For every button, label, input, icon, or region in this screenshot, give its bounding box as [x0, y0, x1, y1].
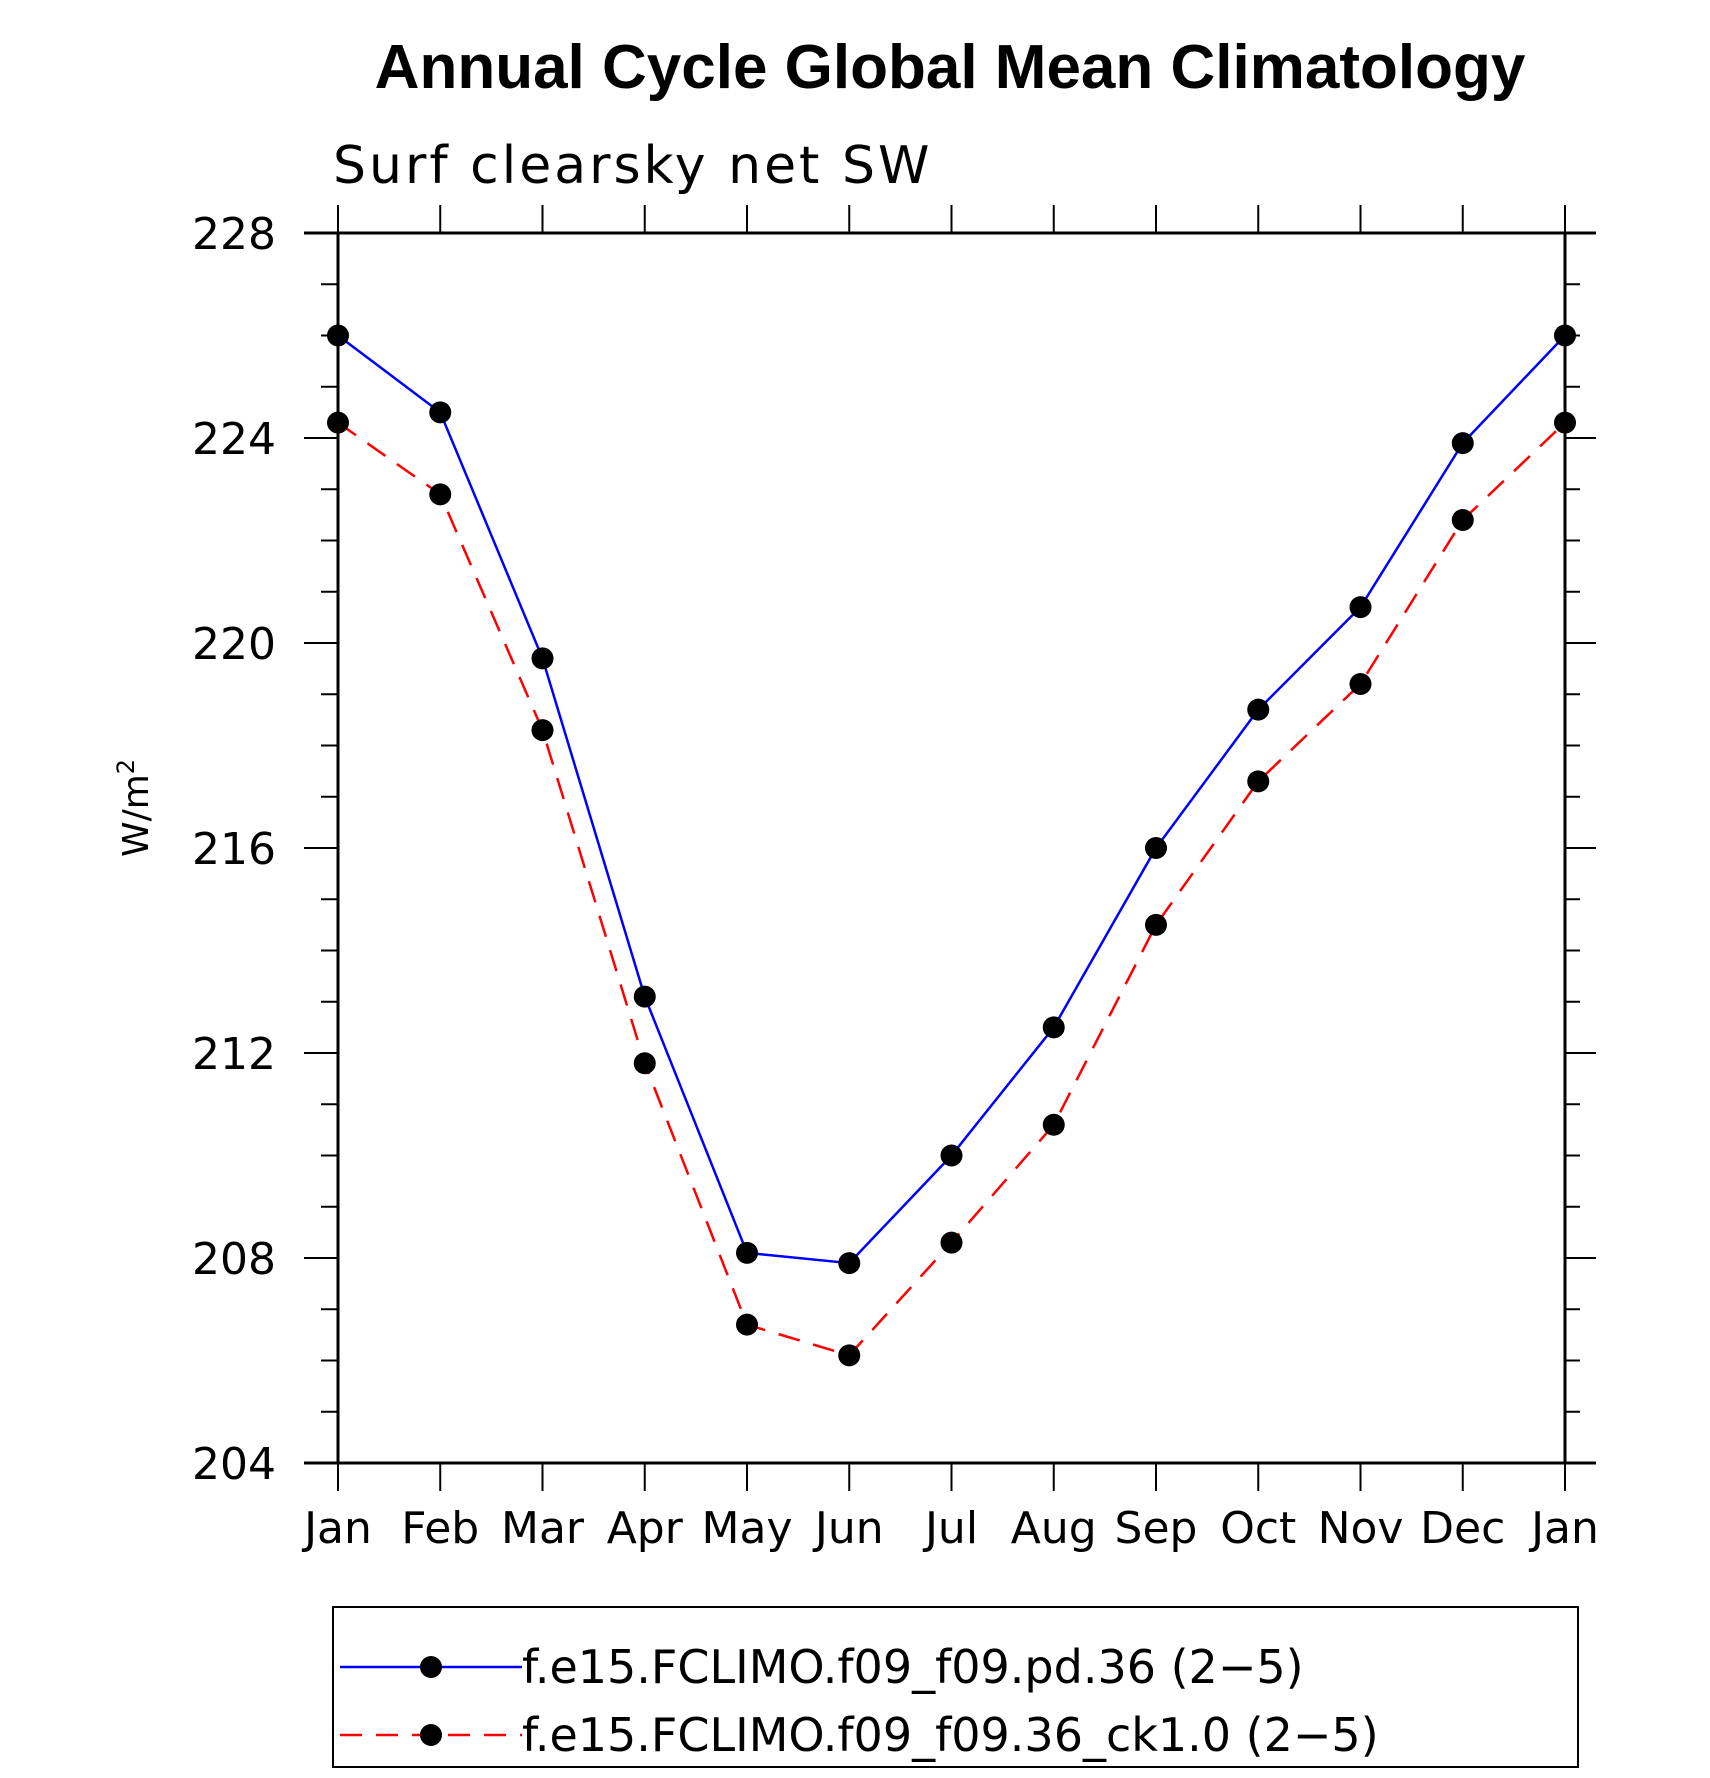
legend-item-2: f.e15.FCLIMO.f09_f09.36_ck1.0 (2−5) — [340, 1708, 1379, 1762]
data-point — [531, 719, 554, 742]
data-point — [327, 324, 349, 347]
x-tick-label: Mar — [501, 1503, 585, 1554]
data-point — [327, 411, 349, 434]
legend-marker — [420, 1656, 442, 1678]
y-axis-label-superscript: 2 — [112, 759, 140, 774]
data-point — [940, 1231, 963, 1254]
chart-title: Annual Cycle Global Mean Climatology — [375, 33, 1526, 102]
data-point — [1145, 913, 1167, 936]
y-tick-label: 204 — [192, 1439, 276, 1490]
y-axis-label-text: W/m — [116, 774, 157, 857]
y-tick-label: 224 — [192, 414, 276, 465]
data-point — [1554, 324, 1576, 347]
data-point — [633, 1052, 656, 1075]
legend-marker — [420, 1724, 442, 1746]
chart-subtitle: Surf clearsky net SW — [333, 136, 932, 196]
data-point — [1042, 1016, 1065, 1039]
axes: 204 208 212 216 220 224 228 Jan Feb Mar Apr May Jun J… — [192, 205, 1599, 1554]
data-point — [1145, 837, 1167, 859]
x-tick-label: Aug — [1011, 1503, 1097, 1554]
x-tick-label: Jul — [922, 1503, 978, 1554]
legend-item-1: f.e15.FCLIMO.f09_f09.pd.36 (2−5) — [340, 1640, 1304, 1694]
svg-text:W/m2: W/m2 — [112, 759, 157, 857]
data-point — [1042, 1113, 1065, 1136]
series-1 — [327, 324, 1576, 1275]
data-point — [633, 985, 656, 1008]
x-tick-label: Dec — [1420, 1503, 1505, 1554]
data-point — [1349, 673, 1372, 695]
x-tick-label: Sep — [1115, 1503, 1198, 1554]
legend-box — [332, 1606, 1579, 1768]
data-point — [736, 1241, 758, 1264]
x-tick-label: Apr — [607, 1503, 684, 1554]
series-layer — [327, 324, 1576, 1367]
legend-label: f.e15.FCLIMO.f09_f09.pd.36 (2−5) — [522, 1640, 1304, 1694]
y-axis-label: W/m2 — [112, 759, 157, 857]
data-point — [838, 1344, 861, 1367]
data-point — [1451, 509, 1474, 531]
data-point — [838, 1252, 861, 1275]
y-tick-label: 212 — [192, 1029, 276, 1080]
y-tick-label: 220 — [192, 619, 276, 670]
y-tick-label: 216 — [192, 824, 276, 875]
legend-label: f.e15.FCLIMO.f09_f09.36_ck1.0 (2−5) — [522, 1708, 1379, 1762]
x-tick-label: Nov — [1318, 1503, 1404, 1554]
data-point — [940, 1144, 963, 1167]
series-2 — [327, 411, 1576, 1367]
data-point — [429, 483, 452, 506]
x-tick-label: May — [702, 1503, 793, 1554]
y-tick-label: 228 — [192, 209, 276, 260]
x-tick-label: Jun — [812, 1503, 884, 1554]
data-point — [1349, 596, 1372, 619]
x-tick-label: Oct — [1220, 1503, 1296, 1554]
x-tick-label: Feb — [401, 1503, 479, 1554]
series-line — [337, 421, 1566, 1357]
data-point — [736, 1313, 758, 1336]
data-point — [531, 647, 554, 670]
y-tick-label: 208 — [192, 1234, 276, 1285]
data-point — [1554, 411, 1576, 434]
data-point — [1247, 770, 1270, 793]
series-line — [337, 334, 1566, 1265]
legend: f.e15.FCLIMO.f09_f09.pd.36 (2−5) f.e15.FC… — [332, 1606, 1579, 1768]
data-point — [429, 401, 452, 424]
x-tick-label: Jan — [301, 1503, 372, 1554]
data-point — [1451, 432, 1474, 455]
data-point — [1247, 698, 1270, 721]
x-tick-label: Jan — [1528, 1503, 1599, 1554]
